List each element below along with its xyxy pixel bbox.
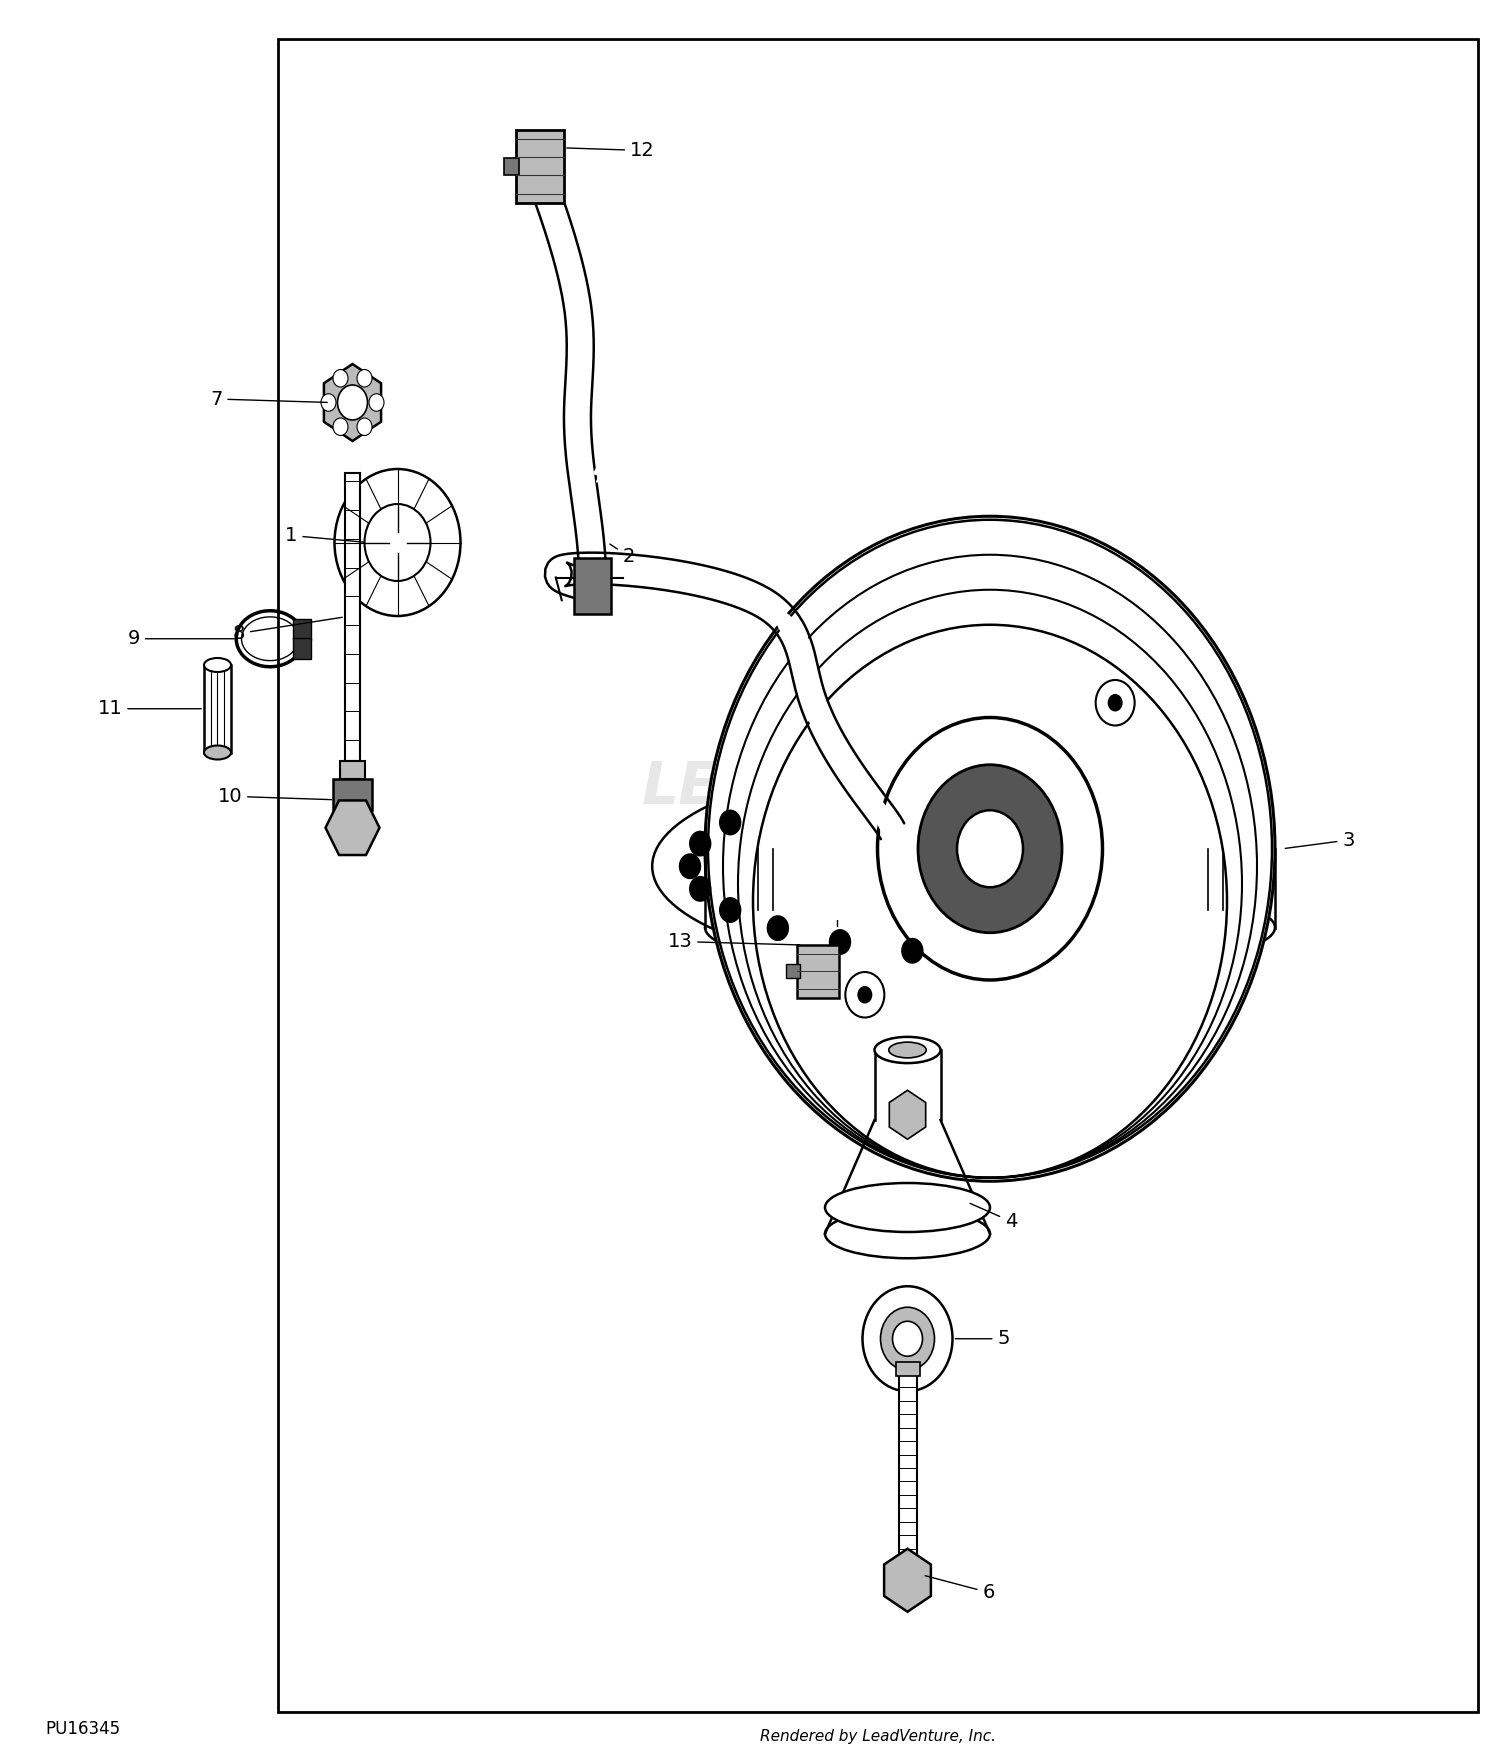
- Circle shape: [768, 915, 789, 940]
- FancyBboxPatch shape: [898, 1365, 916, 1563]
- Text: 6: 6: [926, 1575, 994, 1601]
- Text: 4: 4: [970, 1204, 1017, 1230]
- FancyBboxPatch shape: [896, 1362, 920, 1376]
- Ellipse shape: [888, 1041, 926, 1057]
- FancyBboxPatch shape: [573, 558, 612, 614]
- Ellipse shape: [204, 746, 231, 760]
- Ellipse shape: [705, 878, 1275, 975]
- Ellipse shape: [652, 761, 1268, 971]
- Circle shape: [705, 516, 1275, 1181]
- FancyBboxPatch shape: [292, 620, 310, 640]
- Text: LEAD: LEAD: [642, 760, 813, 816]
- FancyBboxPatch shape: [292, 637, 310, 658]
- FancyBboxPatch shape: [340, 761, 364, 779]
- Circle shape: [902, 938, 922, 962]
- Circle shape: [892, 1321, 922, 1356]
- Circle shape: [364, 504, 430, 581]
- Circle shape: [680, 854, 700, 878]
- FancyBboxPatch shape: [333, 779, 372, 810]
- Text: 7: 7: [210, 390, 327, 408]
- Text: 12: 12: [567, 142, 654, 159]
- Circle shape: [918, 765, 1062, 933]
- Text: 9: 9: [128, 630, 234, 648]
- Ellipse shape: [874, 1036, 940, 1062]
- Circle shape: [357, 418, 372, 436]
- Circle shape: [957, 810, 1023, 887]
- Text: PU16345: PU16345: [45, 1720, 120, 1738]
- FancyBboxPatch shape: [516, 130, 564, 203]
- Circle shape: [862, 1286, 952, 1391]
- Circle shape: [846, 971, 885, 1017]
- Ellipse shape: [825, 1183, 990, 1232]
- Text: 8: 8: [232, 618, 342, 642]
- Circle shape: [690, 877, 711, 901]
- Bar: [278, 38, 1478, 1712]
- Text: 3: 3: [1286, 831, 1354, 849]
- Text: Rendered by LeadVenture, Inc.: Rendered by LeadVenture, Inc.: [759, 1729, 996, 1743]
- Text: 5: 5: [956, 1330, 1010, 1348]
- Text: 11: 11: [98, 700, 201, 717]
- Text: 10: 10: [217, 788, 332, 805]
- Ellipse shape: [825, 1209, 990, 1258]
- Text: 2: 2: [610, 544, 634, 565]
- Circle shape: [720, 898, 741, 922]
- Circle shape: [369, 394, 384, 411]
- Circle shape: [858, 985, 873, 1003]
- Circle shape: [333, 418, 348, 436]
- Circle shape: [334, 469, 460, 616]
- Circle shape: [878, 718, 1102, 980]
- FancyBboxPatch shape: [786, 964, 800, 978]
- Text: 1: 1: [285, 527, 364, 544]
- Ellipse shape: [204, 658, 231, 672]
- FancyBboxPatch shape: [345, 473, 360, 761]
- Circle shape: [321, 394, 336, 411]
- Circle shape: [1095, 681, 1134, 726]
- Circle shape: [830, 929, 850, 954]
- Circle shape: [880, 1307, 934, 1370]
- FancyBboxPatch shape: [204, 665, 231, 752]
- Circle shape: [1107, 695, 1122, 712]
- Circle shape: [690, 831, 711, 856]
- FancyBboxPatch shape: [504, 158, 519, 175]
- Circle shape: [357, 369, 372, 387]
- Circle shape: [720, 810, 741, 835]
- FancyBboxPatch shape: [796, 945, 838, 998]
- Circle shape: [333, 369, 348, 387]
- Circle shape: [338, 385, 368, 420]
- Text: 13: 13: [668, 933, 800, 950]
